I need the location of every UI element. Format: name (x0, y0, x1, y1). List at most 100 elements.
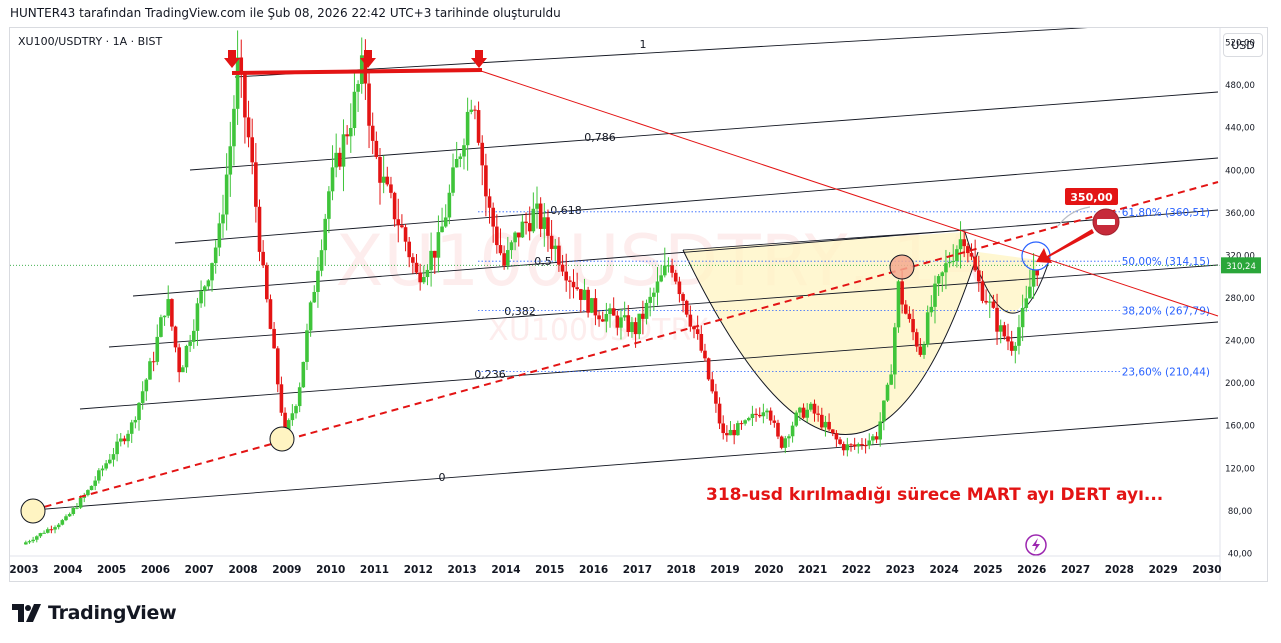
candle-body (998, 325, 1003, 332)
candle-body (414, 262, 419, 273)
triple-top-line (231, 68, 483, 75)
candle-body (798, 407, 802, 413)
candle-body (389, 184, 393, 193)
y-tick-label: 120,00 (1225, 464, 1255, 474)
y-tick-label: 40,00 (1228, 549, 1252, 559)
candle-body (392, 192, 397, 220)
cup-and-handle-fill (683, 232, 1038, 435)
candle-body (509, 242, 514, 251)
symbol-label[interactable]: XU100/USDTRY · 1A · BIST (18, 35, 163, 48)
candle-body (1017, 327, 1021, 346)
candle-body (173, 326, 178, 348)
candle-body (491, 207, 495, 227)
candle-body (206, 280, 211, 287)
candle-body (819, 414, 824, 428)
candle-body (261, 251, 265, 266)
candle-body (78, 497, 83, 508)
candle-body (637, 313, 642, 335)
candle-body (725, 433, 729, 436)
candle-body (918, 346, 923, 355)
candle-body (462, 145, 466, 157)
down-arrow-icon (360, 58, 376, 68)
fib-channel-label: 0,618 (550, 204, 582, 217)
candle-body (221, 214, 225, 224)
candle-body (115, 441, 119, 455)
down-arrow-icon (471, 58, 487, 68)
candle-body (874, 436, 879, 440)
candle-body (352, 91, 357, 129)
candle-body (557, 245, 561, 265)
candle-body (845, 444, 850, 451)
candle-body (582, 289, 587, 300)
candle-body (418, 272, 422, 283)
candle-body (429, 250, 433, 270)
candle-body (243, 74, 247, 118)
candle-body (867, 440, 872, 446)
fib-channel-line (132, 209, 1219, 297)
y-tick-label: 360,00 (1225, 209, 1255, 219)
candle-body (966, 246, 970, 254)
candle-body (443, 217, 448, 227)
candle-body (761, 412, 766, 417)
candle-body (560, 264, 565, 272)
candle-body (381, 176, 386, 183)
candle-body (841, 443, 846, 451)
candle-body (710, 379, 715, 392)
candle-body (535, 203, 539, 209)
candle-body (626, 315, 631, 333)
candle-body (338, 152, 342, 167)
candle-body (856, 444, 861, 447)
candle-body (564, 271, 569, 281)
candle-body (969, 253, 974, 257)
candle-body (604, 313, 609, 322)
candle-body (250, 137, 255, 163)
down-arrow-icon (364, 50, 372, 59)
candle-body (721, 423, 726, 434)
candle-body (630, 322, 634, 333)
x-tick-label: 2014 (491, 564, 520, 576)
candle-body (495, 226, 499, 246)
candle-body (403, 227, 408, 242)
candle-body (31, 539, 35, 542)
tradingview-logo[interactable]: TradingView (12, 602, 177, 624)
candle-body (933, 283, 937, 307)
candle-body (834, 433, 839, 440)
candle-body (736, 423, 740, 436)
candle-body (118, 438, 123, 442)
candle-body (527, 223, 532, 232)
candle-body (319, 250, 324, 271)
candle-body (681, 294, 685, 301)
x-tick-label: 2004 (53, 564, 82, 576)
candle-body (86, 490, 90, 496)
candle-body (254, 162, 258, 207)
candle-body (962, 239, 966, 247)
candle-body (615, 315, 620, 328)
candle-body (903, 304, 908, 314)
candle-body (297, 387, 302, 407)
candle-body (111, 454, 116, 460)
candle-body (860, 444, 864, 446)
candle-body (224, 174, 229, 215)
candle-body (695, 329, 700, 334)
candle-body (925, 312, 930, 345)
candle-body (177, 347, 181, 373)
current-price-label: 310,24 (1226, 262, 1256, 272)
candle-body (400, 225, 404, 228)
candle-body (914, 332, 919, 347)
x-tick-label: 2027 (1061, 564, 1090, 576)
candle-body (476, 110, 481, 143)
candle-body (852, 444, 857, 447)
x-tick-label: 2013 (448, 564, 477, 576)
currency-button[interactable]: USD (1223, 33, 1263, 57)
candle-body (936, 276, 941, 284)
candle-body (97, 470, 101, 481)
candle-body (787, 436, 791, 439)
x-tick-label: 2025 (973, 564, 1002, 576)
fib-channel-line (234, 28, 1088, 78)
candle-body (944, 263, 948, 273)
candle-body (1024, 298, 1029, 308)
candle-body (662, 265, 667, 276)
y-tick-label: 80,00 (1228, 507, 1252, 517)
candle-body (703, 350, 707, 359)
